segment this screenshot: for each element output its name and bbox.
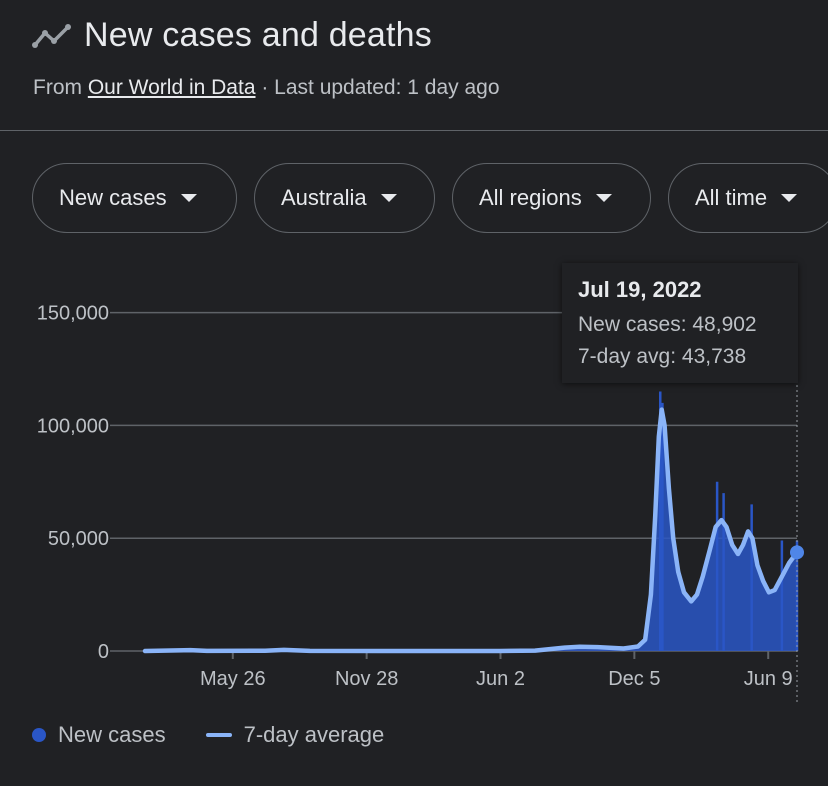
filter-chips: New cases Australia All regions All time [32, 163, 828, 235]
y-tick-label: 0 [98, 641, 109, 663]
x-tick-label: Jun 9 [744, 668, 793, 690]
region-filter-chip[interactable]: All regions [452, 163, 651, 233]
caret-down-icon [781, 194, 798, 202]
tooltip-avg: 7-day avg: 43,738 [578, 345, 747, 368]
tooltip-date: Jul 19, 2022 [578, 277, 702, 302]
legend-label-new-cases: New cases [58, 722, 166, 747]
hover-point [790, 545, 804, 560]
cases-chart[interactable]: 0 50,000 100,000 150,000 May 26 Nov 28 Jun 2 De… [0, 250, 828, 710]
x-tick-label: Jun 2 [476, 668, 525, 690]
legend-line-avg [205, 733, 232, 737]
caret-down-icon [380, 194, 397, 202]
country-filter-chip[interactable]: Australia [254, 163, 435, 233]
chip-label: All time [695, 185, 768, 210]
source-prefix: From [33, 76, 88, 99]
avg-line [142, 407, 800, 654]
y-tick-label: 150,000 [37, 303, 109, 325]
tooltip-new-cases: New cases: 48,902 [578, 313, 757, 336]
y-tick-label: 50,000 [48, 528, 109, 550]
chip-label: New cases [59, 185, 167, 210]
x-tick-label: Dec 5 [608, 668, 660, 690]
title-row: New cases and deaths [32, 16, 432, 55]
chip-label: Australia [281, 185, 367, 210]
new-cases-area [145, 409, 797, 651]
x-tick-label: May 26 [200, 668, 266, 690]
source-line: From Our World in Data · Last updated: 1… [33, 76, 500, 100]
chart-legend: New cases 7-day average [32, 722, 384, 748]
metric-filter-chip[interactable]: New cases [32, 163, 237, 233]
caret-down-icon [180, 194, 197, 202]
chart-tooltip: Jul 19, 2022 New cases: 48,902 7-day avg… [562, 263, 798, 383]
last-updated: · Last updated: 1 day ago [255, 76, 500, 99]
source-link[interactable]: Our World in Data [87, 76, 256, 99]
legend-label-avg: 7-day average [243, 722, 385, 747]
card-header: New cases and deaths From Our World in D… [0, 0, 828, 131]
y-tick-label: 100,000 [37, 415, 109, 437]
time-filter-chip[interactable]: All time [668, 163, 828, 233]
trending-line-icon [32, 23, 71, 48]
page-title: New cases and deaths [84, 16, 432, 54]
legend-dot-new-cases [32, 728, 46, 742]
x-tick-label: Nov 28 [335, 668, 398, 690]
chip-label: All regions [479, 185, 582, 210]
caret-down-icon [595, 194, 612, 202]
